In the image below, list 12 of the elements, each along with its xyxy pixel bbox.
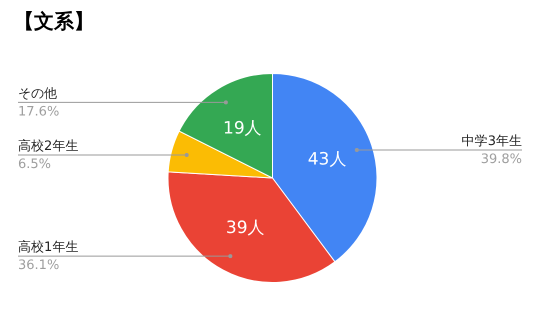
data-label: 39人: [226, 218, 265, 238]
slice-label: 高校1年生: [18, 239, 78, 256]
text: 17.6%: [18, 104, 60, 120]
data-label: 19人: [223, 118, 262, 139]
text: 36.1%: [18, 258, 60, 274]
text: 39.8%: [480, 152, 522, 167]
slice-label: その他: [18, 86, 57, 102]
data-label: 43人: [308, 149, 346, 170]
text: 6.5%: [18, 156, 52, 172]
slice-label: 中学3年生: [462, 134, 522, 149]
slice-label: 高校2年生: [18, 138, 78, 154]
chart-title: 【文系】: [13, 8, 95, 35]
